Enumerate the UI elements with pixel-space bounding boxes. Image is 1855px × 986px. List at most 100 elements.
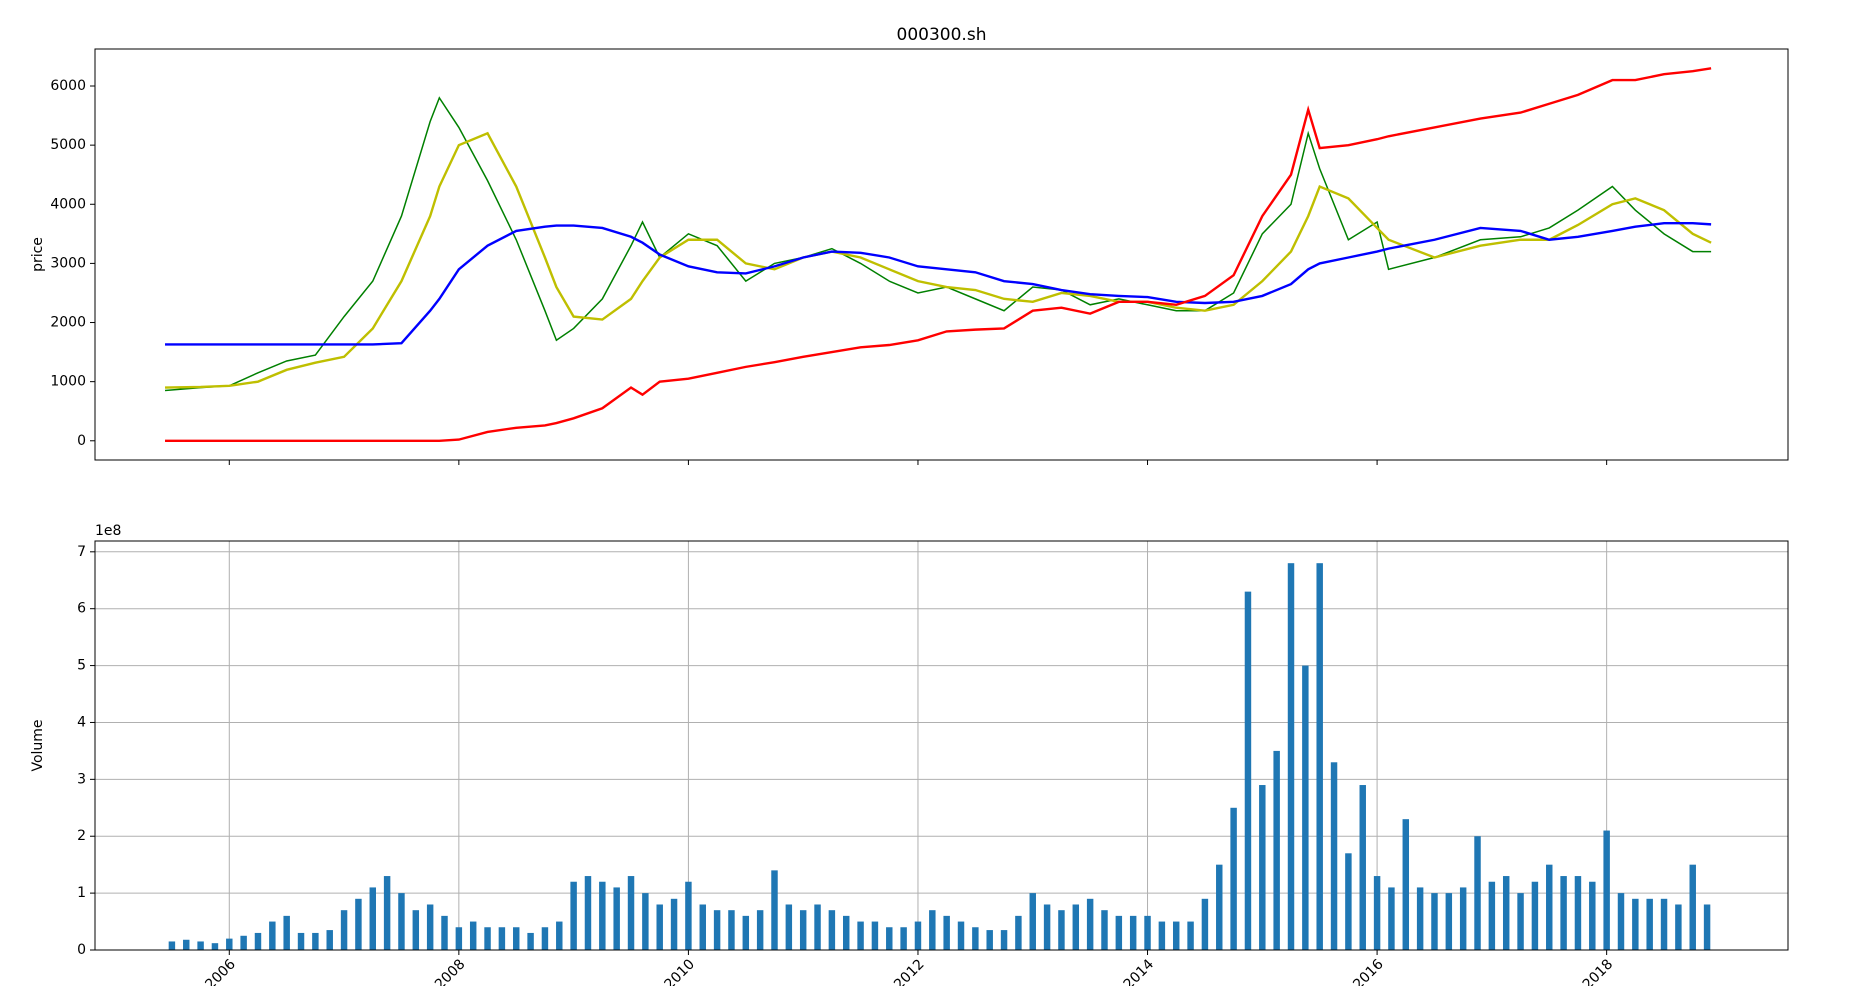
volume-bar	[828, 910, 836, 950]
x-tick-label: 2010	[662, 956, 699, 986]
volume-bar	[441, 915, 448, 950]
volume-bar	[484, 927, 491, 950]
volume-bar	[843, 915, 850, 950]
volume-bar	[1158, 921, 1166, 950]
price-line	[164, 96, 1712, 392]
y-tick-label: 5	[77, 658, 86, 674]
volume-bar	[1488, 881, 1496, 950]
y-tick-label: 0	[77, 942, 86, 958]
volume-bar	[1144, 915, 1151, 950]
volume-bar	[1574, 876, 1582, 950]
volume-bar	[886, 927, 893, 950]
volume-bar	[240, 935, 247, 950]
x-tick-label: 2016	[1350, 956, 1387, 986]
axes-frame	[94, 540, 1789, 951]
volume-bar	[599, 881, 606, 950]
volume-bar	[1302, 665, 1309, 950]
volume-bar	[527, 932, 534, 950]
volume-bar	[1058, 910, 1065, 950]
volume-bar	[326, 930, 333, 950]
volume-bar	[699, 904, 706, 950]
volume-bar	[369, 887, 376, 950]
volume-bar	[1689, 864, 1696, 950]
volume-bar	[986, 930, 993, 950]
volume-bar	[1675, 904, 1682, 950]
volume-bar	[1086, 898, 1094, 950]
volume-bar	[1603, 830, 1610, 950]
price-line	[165, 67, 1712, 442]
x-tick-label: 2018	[1580, 956, 1617, 986]
volume-bar	[1502, 876, 1510, 950]
volume-bar	[398, 893, 405, 950]
y-tick-label: 4	[77, 714, 86, 730]
volume-bar	[871, 921, 879, 950]
volume-bar	[1244, 591, 1252, 950]
volume-bar	[570, 881, 577, 950]
volume-bar	[1646, 898, 1653, 950]
volume-bar	[972, 927, 979, 950]
volume-bar	[814, 904, 821, 950]
volume-bar	[1632, 898, 1639, 950]
volume-bar	[1416, 887, 1424, 950]
y-tick-label: 1	[77, 885, 86, 901]
volume-bar	[340, 910, 348, 950]
volume-bar	[1216, 864, 1223, 950]
volume-bar	[183, 939, 190, 950]
y-tick-label: 0	[77, 433, 86, 449]
volume-bar	[1431, 893, 1438, 950]
volume-bar	[670, 898, 678, 950]
volume-bar	[943, 915, 950, 950]
volume-bar	[584, 876, 592, 950]
volume-bar	[1015, 915, 1022, 950]
x-tick-label: 2008	[432, 956, 469, 986]
volume-bar	[455, 927, 463, 950]
volume-bar	[312, 932, 319, 950]
volume-bar	[1072, 904, 1080, 950]
volume-bar	[1230, 807, 1237, 950]
y-axis-label: price	[30, 237, 46, 272]
volume-bar	[1445, 893, 1453, 950]
volume-bar	[1129, 915, 1137, 950]
y-tick-label: 4000	[50, 196, 86, 212]
x-tick-label: 2006	[202, 956, 239, 986]
volume-bar	[1560, 876, 1567, 950]
y-tick-label: 3000	[50, 255, 86, 271]
volume-bar	[269, 921, 276, 950]
volume-bar	[713, 910, 721, 950]
volume-bar	[197, 941, 204, 950]
volume-bar	[957, 921, 965, 950]
y-tick-label: 7	[77, 544, 86, 560]
volume-bar	[1101, 910, 1108, 950]
volume-bar	[857, 921, 864, 950]
volume-bar	[412, 910, 420, 950]
volume-bar	[742, 915, 750, 950]
y-tick-label: 2000	[50, 315, 86, 331]
volume-bar	[771, 870, 778, 950]
volume-bar	[1589, 881, 1596, 950]
volume-bar	[1517, 893, 1524, 950]
volume-bar	[297, 932, 305, 950]
volume-bar	[756, 910, 764, 950]
volume-bar	[254, 932, 262, 950]
axes-frame	[94, 48, 1789, 461]
price-line	[165, 221, 1712, 346]
volume-bar	[1187, 921, 1194, 950]
volume-bar	[1330, 762, 1338, 950]
volume-bar	[1402, 819, 1410, 950]
volume-bar	[469, 921, 477, 950]
volume-bar	[1029, 893, 1036, 950]
y-tick-label: 5000	[50, 137, 86, 153]
price-line	[165, 131, 1712, 389]
volume-bar	[1316, 563, 1323, 950]
volume-bar	[1115, 915, 1123, 950]
volume-bar	[513, 927, 520, 950]
y-tick-label: 6000	[50, 78, 86, 94]
volume-bar	[728, 910, 735, 950]
volume-bar	[1617, 893, 1625, 950]
volume-bar	[642, 893, 649, 950]
volume-bar	[929, 910, 936, 950]
volume-bar	[1359, 785, 1366, 950]
volume-bar	[226, 938, 233, 950]
volume-bar	[1388, 887, 1395, 950]
volume-bar	[914, 921, 922, 950]
